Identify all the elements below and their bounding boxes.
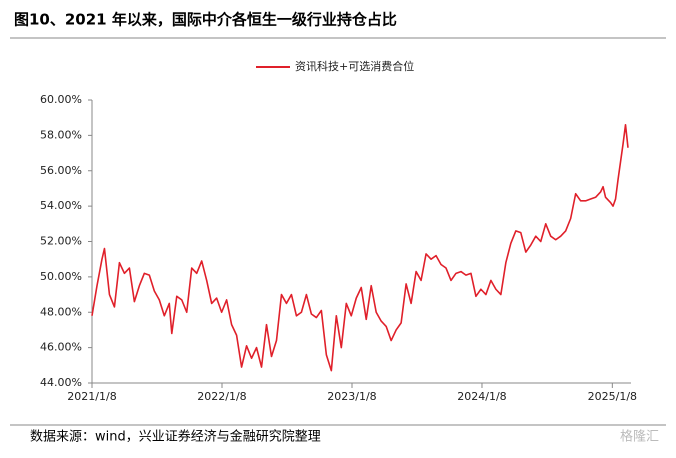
y-tick-label: 60.00%: [40, 93, 82, 106]
x-tick-label: 2022/1/8: [197, 390, 246, 403]
y-tick-label: 56.00%: [40, 164, 82, 177]
y-tick-label: 48.00%: [40, 305, 82, 318]
x-tick-label: 2025/1/8: [588, 390, 637, 403]
data-line: [91, 123, 629, 372]
y-tick-label: 44.00%: [40, 376, 82, 389]
x-tick-label: 2024/1/8: [457, 390, 506, 403]
chart-title: 图10、2021 年以来，国际中介各恒生一级行业持仓占比: [14, 11, 397, 29]
y-tick-label: 58.00%: [40, 128, 82, 141]
y-tick-label: 46.00%: [40, 341, 82, 354]
source: 数据来源：wind，兴业证券经济与金融研究院整理: [30, 429, 321, 445]
x-tick-label: 2021/1/8: [67, 390, 116, 403]
x-tick-label: 2023/1/8: [327, 390, 376, 403]
legend-label: 资讯科技+可选消费合位: [295, 59, 414, 73]
y-tick-label: 52.00%: [40, 235, 82, 248]
y-tick-label: 50.00%: [40, 270, 82, 283]
y-tick-label: 54.00%: [40, 199, 82, 212]
watermark: 格隆汇: [620, 429, 659, 445]
